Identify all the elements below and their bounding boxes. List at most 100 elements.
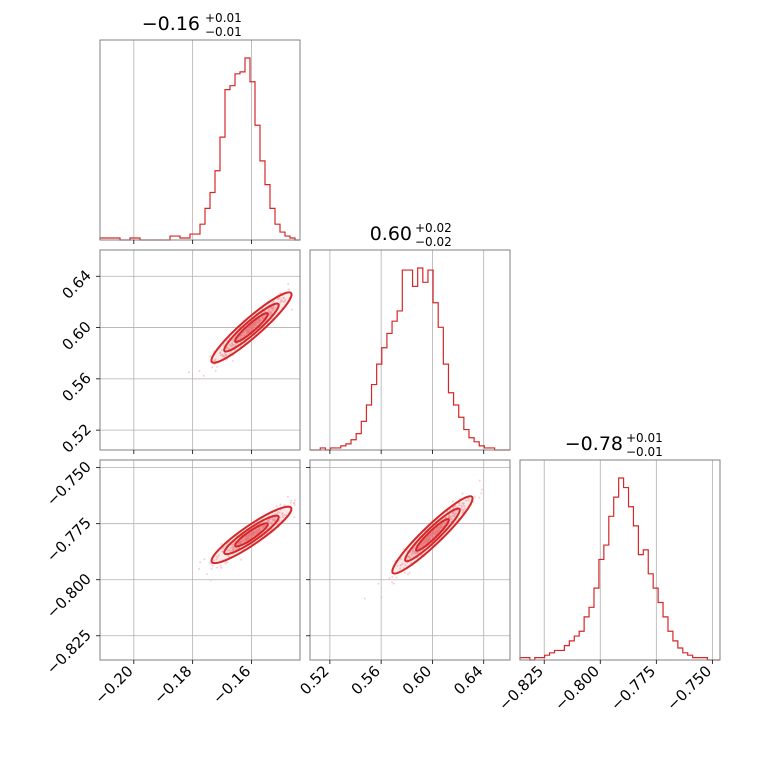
scatter-point [409,556,412,559]
ytick-label-p1-2: 0.60 [58,318,94,354]
scatter-point [270,307,273,310]
scatter-point [226,548,229,551]
xtick-label-p1-1: 0.56 [348,662,384,698]
scatter-point [202,374,205,377]
scatter-point [281,516,284,519]
scatter-point [293,499,296,502]
histogram-p0 [99,57,300,241]
scatter-point [391,575,394,578]
contour-level-0 [210,291,293,364]
scatter-point [406,561,409,564]
scatter-point [274,306,277,309]
scatter-point [232,545,235,548]
scatter-point [262,526,265,529]
scatter-point [268,312,271,315]
panel-frame [99,39,301,241]
scatter-point [229,343,232,346]
title-p2-value: −0.78 [565,433,623,455]
title-p0-value: −0.16 [142,13,200,35]
scatter-point [363,597,366,600]
scatter-point [231,339,234,342]
xtick-label-p1-0: 0.52 [296,662,332,698]
scatter-point [480,488,483,491]
contour-level-2 [234,522,269,548]
xtick-label-p0-1: −0.18 [150,662,195,707]
scatter-point [449,515,452,518]
scatter-point [270,311,273,314]
scatter-point [281,512,284,515]
scatter-point [278,297,281,300]
scatter-point [220,543,223,546]
xtick-label-p2-3: −0.750 [663,662,715,714]
scatter-point [282,296,285,299]
title-p2: −0.78 +0.01 −0.01 [565,431,663,459]
ytick-label-p1-0: 0.52 [58,420,94,456]
scatter-point [239,541,242,544]
scatter-point [388,576,391,579]
scatter-point [380,596,383,599]
scatter-point [450,518,453,521]
scatter-point [461,502,464,505]
scatter-point [278,520,281,523]
histogram-p1 [310,267,510,451]
scatter-point [271,517,274,520]
scatter-point [256,530,259,533]
scatter-point [467,497,470,500]
title-p0-plus: +0.01 [205,11,242,25]
scatter-point [451,506,454,509]
contour-level-2 [234,312,269,343]
scatter-point [238,335,241,338]
scatter-point [293,516,296,519]
scatter-point [249,532,252,535]
scatter-point [198,568,201,571]
scatter-point [211,564,214,567]
scatter-point [216,365,219,368]
scatter-point [231,359,234,362]
scatter-point [287,283,290,286]
title-p0: −0.16 +0.01 −0.01 [142,11,242,39]
scatter-point [221,354,224,357]
scatter-point [472,500,475,503]
title-p1-minus: −0.02 [415,235,452,249]
scatter-point [279,503,282,506]
scatter-point [272,306,275,309]
scatter-point [217,554,220,557]
scatter-point [283,299,286,302]
scatter-point [228,352,231,355]
ytick-label-p2-1: −0.800 [43,570,95,622]
scatter-point [473,495,476,498]
scatter-point [208,561,211,564]
scatter-point [269,517,272,520]
scatter-point [439,524,442,527]
scatter-point [223,352,226,355]
scatter-point [293,503,296,506]
scatter-point [230,350,233,353]
scatter-point [430,534,433,537]
xtick-label-p2-2: −0.775 [607,662,659,714]
scatter-point [245,539,248,542]
scatter-point [259,319,262,322]
scatter-point [403,571,406,574]
scatter-point [395,576,398,579]
scatter-point [203,558,206,561]
xtick-label-p0-0: −0.20 [91,662,136,707]
scatter-point [283,513,286,516]
contour-level-2 [415,518,450,552]
scatter-point [198,370,201,373]
scatter-point [438,527,441,530]
scatter-point [227,554,230,557]
scatter-point [212,360,215,363]
scatter-point [220,349,223,352]
title-p2-plus: +0.01 [626,431,663,445]
panel-frame [309,459,511,661]
scatter-point [273,516,276,519]
scatter-point [232,542,235,545]
contour-level-1 [223,514,280,556]
scatter-point [467,499,470,502]
scatter-point [210,562,213,565]
scatter-point [219,354,222,357]
scatter-point [461,509,464,512]
scatter-point [290,308,293,311]
scatter-point [256,320,259,323]
scatter-point [289,501,292,504]
